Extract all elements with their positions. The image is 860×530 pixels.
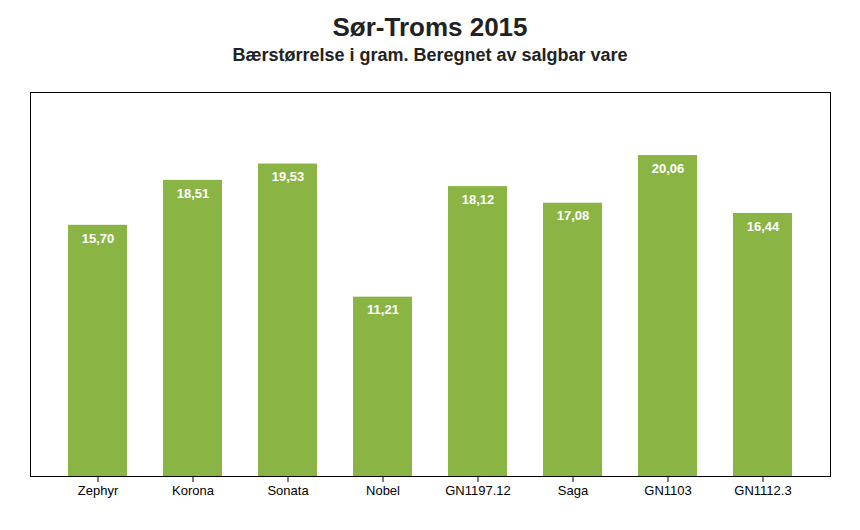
svg-text:Sonata: Sonata xyxy=(267,483,309,498)
svg-text:GN1112.3: GN1112.3 xyxy=(734,483,791,498)
svg-text:18,51: 18,51 xyxy=(177,186,210,201)
html-text:Bærstørrelse i gram. Beregnet: Bærstørrelse i gram. Beregnet av salgbar… xyxy=(232,45,628,65)
svg-text:16,44: 16,44 xyxy=(747,219,780,234)
svg-text:Zephyr: Zephyr xyxy=(78,483,119,498)
svg-text:GN1103: GN1103 xyxy=(644,483,691,498)
svg-text:17,08: 17,08 xyxy=(557,208,590,223)
svg-text:GN1197.12: GN1197.12 xyxy=(445,483,511,498)
svg-text:Nobel: Nobel xyxy=(366,483,400,498)
svg-text:Korona: Korona xyxy=(172,483,215,498)
svg-text:15,70: 15,70 xyxy=(82,231,115,246)
html-text:Sør-Troms 2015: Sør-Troms 2015 xyxy=(332,12,528,42)
svg-text:19,53: 19,53 xyxy=(272,169,305,184)
svg-text:18,12: 18,12 xyxy=(462,192,495,207)
svg-text:20,06: 20,06 xyxy=(652,161,685,176)
svg-text:11,21: 11,21 xyxy=(367,302,399,317)
svg-text:Saga: Saga xyxy=(558,483,589,498)
